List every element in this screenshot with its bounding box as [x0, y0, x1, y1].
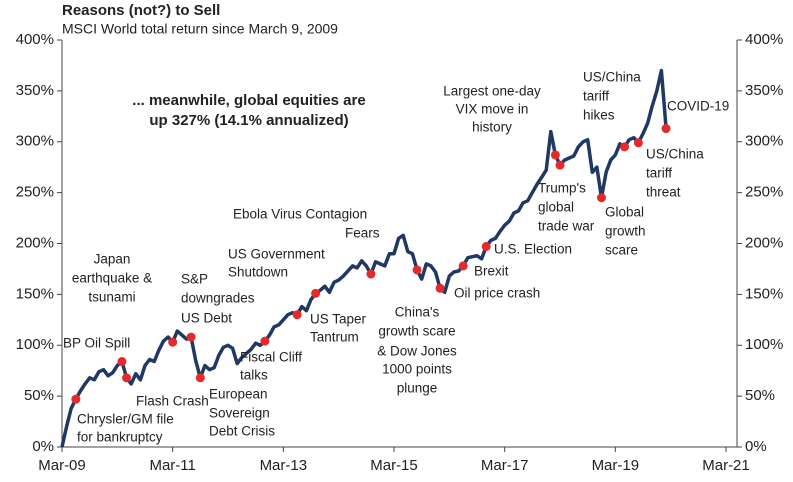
y2-tick-label: 50%: [745, 387, 775, 404]
chart-subtitle: MSCI World total return since March 9, 2…: [62, 21, 338, 37]
x-tick-label: Mar-11: [149, 457, 195, 474]
event-label: Shutdown: [228, 265, 288, 280]
y2-tick-label: 0%: [745, 438, 767, 455]
event-marker: [412, 265, 422, 275]
event-marker: [435, 283, 445, 293]
event-label: Ebola Virus Contagion: [233, 207, 367, 222]
event-label: tariff: [646, 166, 672, 181]
x-tick-label: Mar-19: [592, 457, 640, 474]
x-tick-label: Mar-21: [702, 457, 750, 474]
event-marker: [481, 242, 491, 252]
event-label: US/China: [583, 70, 641, 85]
event-label: Chrysler/GM file: [77, 412, 174, 427]
event-marker: [168, 337, 178, 347]
event-label: Largest one-day: [443, 84, 541, 99]
y-tick-label: 50%: [24, 387, 54, 404]
event-label: Tantrum: [310, 330, 359, 345]
event-label: 1000 points: [382, 362, 452, 377]
event-label: BP Oil Spill: [63, 336, 130, 351]
event-label: earthquake &: [72, 271, 152, 286]
y-tick-label: 350%: [16, 82, 54, 99]
event-label: US Debt: [181, 311, 232, 326]
event-label: trade war: [538, 219, 595, 234]
event-marker: [292, 310, 302, 320]
y2-tick-label: 150%: [745, 285, 783, 302]
event-label: Japan: [94, 252, 131, 267]
event-label: Fears: [345, 226, 380, 241]
x-tick-label: Mar-13: [260, 457, 308, 474]
event-label: Trump's: [538, 181, 586, 196]
event-label: VIX move in: [456, 102, 529, 117]
event-label: Flash Crash: [136, 394, 209, 409]
event-label: hikes: [583, 108, 615, 123]
event-label: Oil price crash: [454, 286, 540, 301]
y2-tick-label: 400%: [745, 31, 783, 48]
event-label: tariff: [583, 89, 609, 104]
callout-line: up 327% (14.1% annualized): [149, 112, 348, 129]
x-tick-label: Mar-09: [38, 457, 86, 474]
event-marker: [195, 373, 205, 383]
event-label: US/China: [646, 147, 704, 162]
event-marker: [620, 142, 630, 152]
event-label: Debt Crisis: [209, 424, 275, 439]
x-tick-label: Mar-17: [481, 457, 529, 474]
event-label: global: [538, 200, 574, 215]
event-marker: [311, 288, 321, 298]
callout-line: ... meanwhile, global equities are: [132, 92, 365, 109]
event-marker: [260, 336, 270, 346]
event-label: Brexit: [474, 264, 509, 279]
event-label: US Government: [228, 247, 325, 262]
event-label: talks: [240, 368, 268, 383]
event-marker: [555, 160, 565, 170]
event-label: China's: [395, 305, 440, 320]
y2-tick-label: 250%: [745, 184, 783, 201]
y-tick-label: 200%: [16, 234, 54, 251]
y2-tick-label: 100%: [745, 336, 783, 353]
event-label: S&P: [181, 272, 208, 287]
event-marker: [633, 138, 643, 148]
event-marker: [186, 332, 196, 342]
x-tick-label: Mar-15: [370, 457, 418, 474]
y-tick-label: 0%: [32, 438, 54, 455]
chart-title: Reasons (not?) to Sell: [62, 2, 220, 19]
y-tick-label: 100%: [16, 336, 54, 353]
event-label: COVID-19: [667, 99, 729, 114]
y-tick-label: 250%: [16, 184, 54, 201]
event-label: threat: [646, 185, 681, 200]
event-label: scare: [605, 243, 638, 258]
event-label: Fiscal Cliff: [240, 350, 302, 365]
event-label: US Taper: [310, 312, 367, 327]
event-marker: [122, 373, 132, 383]
y-tick-label: 300%: [16, 133, 54, 150]
y-tick-label: 150%: [16, 285, 54, 302]
event-label: plunge: [397, 381, 438, 396]
callout: ... meanwhile, global equities are up 32…: [132, 92, 365, 129]
data-line: [60, 68, 668, 448]
event-marker: [117, 357, 127, 367]
event-label: & Dow Jones: [377, 344, 457, 359]
event-marker: [661, 124, 671, 134]
event-label: U.S. Election: [494, 242, 572, 257]
event-label: growth: [605, 224, 646, 239]
event-label: downgrades: [181, 291, 255, 306]
event-marker: [550, 150, 560, 160]
event-label: European: [209, 387, 268, 402]
event-marker: [71, 394, 81, 404]
event-marker: [366, 269, 376, 279]
y2-tick-label: 350%: [745, 82, 783, 99]
y-tick-label: 400%: [16, 31, 54, 48]
event-marker: [458, 261, 468, 271]
event-label: history: [472, 120, 512, 135]
event-label: Sovereign: [209, 406, 270, 421]
event-label: for bankruptcy: [77, 430, 163, 445]
y2-tick-label: 200%: [745, 234, 783, 251]
event-label: growth scare: [378, 324, 455, 339]
event-marker: [597, 193, 606, 203]
y2-tick-label: 300%: [745, 133, 783, 150]
event-label: tsunami: [88, 290, 135, 305]
event-label: Global: [605, 205, 644, 220]
